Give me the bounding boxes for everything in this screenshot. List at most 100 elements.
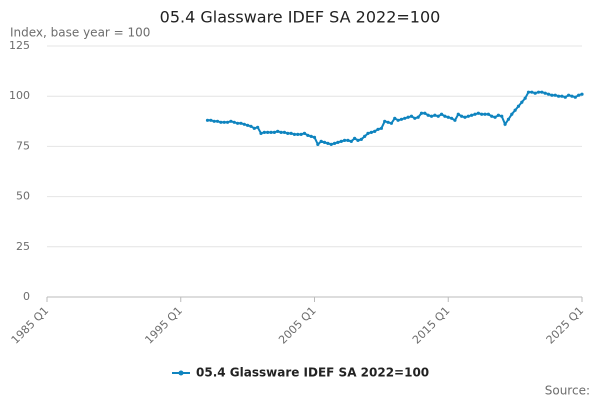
y-tick-label: 50	[16, 190, 30, 203]
data-point	[249, 124, 253, 128]
data-point	[353, 136, 357, 140]
data-point	[336, 140, 340, 144]
data-point	[550, 93, 554, 97]
y-tick-label: 125	[9, 39, 30, 52]
data-point	[466, 114, 470, 118]
data-point	[279, 130, 283, 134]
data-point	[222, 120, 226, 124]
data-point	[322, 140, 327, 144]
data-point	[416, 115, 420, 119]
data-point	[299, 132, 303, 136]
source: Source:	[545, 384, 590, 398]
data-point	[506, 117, 511, 121]
data-point	[276, 129, 280, 133]
data-point	[225, 120, 230, 124]
data-point	[413, 116, 417, 120]
x-tick-label: 1985 Q1	[9, 304, 52, 347]
data-point	[242, 122, 246, 126]
data-point	[399, 117, 404, 121]
data-point	[396, 118, 400, 122]
data-point	[292, 132, 297, 136]
data-point	[376, 127, 380, 131]
data-point	[389, 121, 394, 125]
data-point	[553, 93, 557, 97]
data-point	[306, 133, 310, 137]
data-point	[560, 94, 564, 98]
data-point	[540, 90, 544, 94]
data-point	[493, 115, 497, 119]
data-point	[383, 119, 387, 123]
data-point	[446, 115, 450, 119]
data-point	[546, 92, 551, 96]
data-point	[443, 114, 447, 118]
data-point	[312, 135, 317, 139]
data-point	[567, 93, 571, 97]
data-point	[329, 142, 333, 146]
data-point	[212, 119, 216, 123]
data-point	[232, 120, 236, 124]
data-point	[419, 111, 424, 115]
data-point	[266, 130, 270, 134]
x-tick-label: 2025 Q1	[544, 304, 587, 347]
data-point	[439, 112, 444, 116]
y-tick-label: 0	[23, 290, 30, 303]
data-point	[577, 93, 581, 97]
data-point	[326, 141, 330, 145]
data-point	[426, 113, 430, 117]
data-point	[219, 120, 223, 124]
data-point	[476, 111, 480, 115]
data-point	[379, 126, 383, 130]
data-point	[530, 90, 534, 94]
data-point	[359, 137, 363, 141]
data-point	[205, 118, 210, 122]
data-point	[393, 116, 397, 120]
data-point	[369, 130, 373, 134]
data-point	[510, 112, 514, 116]
data-point	[363, 134, 367, 138]
chart-subtitle: Index, base year = 100	[10, 26, 150, 40]
data-point	[483, 112, 487, 116]
data-point	[460, 114, 464, 118]
data-point	[269, 130, 273, 134]
data-point	[486, 112, 490, 116]
data-point	[449, 116, 454, 120]
data-point	[316, 142, 320, 146]
data-point	[436, 114, 440, 118]
data-point	[319, 139, 323, 143]
data-point	[473, 112, 477, 116]
data-point	[342, 138, 347, 142]
y-tick-label: 25	[16, 240, 30, 253]
data-point	[296, 132, 300, 136]
data-point	[523, 96, 527, 100]
data-point	[229, 119, 233, 123]
data-point	[526, 90, 531, 94]
data-point	[289, 131, 293, 135]
data-point	[252, 126, 256, 130]
data-point	[366, 131, 370, 135]
legend-label: 05.4 Glassware IDEF SA 2022=100	[196, 366, 429, 380]
data-point	[409, 114, 414, 118]
data-point	[480, 112, 484, 116]
data-point	[490, 114, 494, 118]
data-point	[513, 108, 517, 112]
data-point	[286, 131, 290, 135]
data-point	[235, 121, 240, 125]
data-point	[406, 115, 410, 119]
data-point	[259, 131, 263, 135]
data-point	[256, 125, 260, 129]
data-point	[570, 94, 574, 98]
data-point	[272, 130, 276, 134]
data-point	[386, 120, 390, 124]
data-point	[239, 121, 243, 125]
x-tick-label: 1995 Q1	[142, 304, 185, 347]
data-point	[433, 113, 437, 117]
data-point	[470, 113, 474, 117]
data-point	[246, 123, 250, 127]
chart-title: 05.4 Glassware IDEF SA 2022=100	[160, 8, 441, 27]
data-point	[520, 100, 524, 104]
data-point	[456, 112, 460, 116]
data-point	[346, 138, 350, 142]
data-point	[209, 118, 213, 122]
data-point	[556, 94, 561, 98]
